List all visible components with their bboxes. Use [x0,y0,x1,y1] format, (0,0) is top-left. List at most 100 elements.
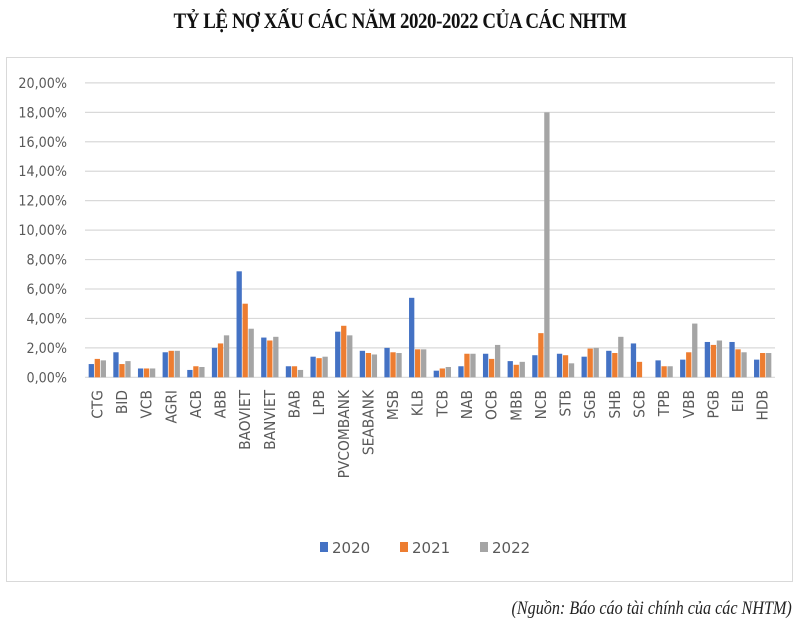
bar-baoviet-2020 [236,271,242,378]
y-axis-labels: 0,00% 2,00% 4,00% 6,00% 8,00% 10,00% 12,00% 14,… [18,75,67,386]
source-note: (Nguồn: Báo cáo tài chính của các NHTM) [511,598,792,619]
x-tick-label: VCB [139,390,156,419]
legend-label: 2021 [412,539,450,557]
bar-banviet-2022 [273,336,279,378]
chart-frame [6,57,793,582]
y-tick-label: 16,00% [18,134,67,151]
x-tick-label: LPB [312,390,329,415]
bar-nab-2022 [470,353,476,378]
bar-scb-2020 [630,343,637,378]
bar-nab-2021 [464,353,470,378]
bar-ocb-2021 [488,358,495,378]
y-tick-label: 6,00% [27,281,68,298]
bar-bab-2020 [285,366,292,378]
bar-vbb-2022 [692,323,698,378]
bar-pvcombank-2022 [347,335,353,378]
y-tick-label: 12,00% [18,193,67,210]
bar-ocb-2020 [482,353,489,378]
legend-swatch [480,542,488,552]
bar-hdb-2021 [760,353,766,378]
bar-tpb-2020 [655,360,661,378]
bar-tpb-2022 [667,366,673,378]
bar-acb-2021 [193,366,199,378]
bar-bid-2021 [119,364,125,378]
bar-bid-2022 [125,361,131,378]
y-tick-label: 10,00% [18,222,67,239]
x-tick-label: PGB [706,390,723,418]
bar-baoviet-2022 [248,328,254,378]
bar-klb-2020 [409,297,415,378]
x-tick-label: BAB [287,390,304,418]
x-tick-label: STB [558,390,575,417]
bar-agri-2020 [162,352,168,378]
x-tick-label: SCB [632,390,649,418]
bar-seabank-2020 [359,350,366,378]
bar-klb-2021 [415,349,421,378]
bar-shb-2021 [612,353,618,378]
bar-pgb-2021 [710,344,717,378]
bar-ncb-2020 [532,355,538,378]
bar-sgb-2022 [593,347,599,378]
bar-tcb-2020 [433,370,439,378]
legend-label: 2022 [492,539,530,557]
y-tick-label: 20,00% [18,75,67,92]
bar-abb-2022 [223,335,230,378]
bar-mbb-2020 [507,361,513,378]
x-tick-label: CTG [90,390,107,419]
bar-banviet-2021 [267,340,273,378]
x-tick-label: OCB [484,390,501,420]
bar-pvcombank-2021 [341,325,347,378]
legend-swatch [400,542,408,552]
bar-eib-2021 [735,349,741,378]
bar-tpb-2021 [661,366,667,378]
bar-agri-2022 [174,350,180,378]
x-tick-label: TPB [657,390,674,417]
bar-ctg-2021 [94,358,100,378]
bar-bab-2021 [291,366,298,378]
bar-vcb-2021 [143,368,150,378]
bar-lpb-2021 [316,358,322,378]
bar-ctg-2022 [100,360,106,378]
x-tick-label: SGB [583,390,600,419]
bar-agri-2021 [168,350,174,378]
bar-stb-2022 [568,363,575,378]
bar-hdb-2020 [754,359,760,378]
bar-eib-2022 [741,352,747,378]
bar-acb-2020 [187,369,193,378]
bar-msb-2022 [396,353,402,378]
y-tick-label: 18,00% [18,105,67,122]
gridlines [85,82,775,378]
y-tick-label: 2,00% [27,340,68,357]
x-tick-label: MBB [509,390,526,421]
bar-vbb-2021 [686,352,692,378]
bar-seabank-2021 [365,353,372,378]
bar-abb-2020 [211,347,218,378]
bar-hdb-2022 [766,353,772,378]
bar-mbb-2021 [513,364,519,378]
y-tick-label: 4,00% [27,311,68,328]
bar-scb-2021 [636,361,643,378]
bar-stb-2021 [562,355,569,378]
bar-banviet-2020 [261,337,267,378]
x-tick-label: SEABANK [361,389,378,455]
y-tick-label: 14,00% [18,163,67,180]
bar-seabank-2022 [371,354,378,378]
bar-pgb-2020 [704,341,711,378]
bar-msb-2020 [384,347,390,378]
bar-lpb-2020 [310,356,316,378]
bar-acb-2022 [199,366,205,378]
bar-stb-2020 [556,353,563,378]
x-tick-label: PVCOMBANK [336,389,353,478]
x-tick-label: HDB [755,390,772,420]
x-tick-label: BANVIET [262,390,279,450]
x-tick-label: BAOVIET [238,390,255,450]
bar-ctg-2020 [88,364,94,378]
bar-vcb-2020 [137,368,144,378]
bar-pgb-2022 [716,340,723,378]
bar-msb-2021 [390,352,396,378]
bar-mbb-2022 [519,361,525,378]
x-tick-label: KLB [410,390,427,416]
bar-ncb-2021 [538,333,544,378]
bars [88,112,772,378]
